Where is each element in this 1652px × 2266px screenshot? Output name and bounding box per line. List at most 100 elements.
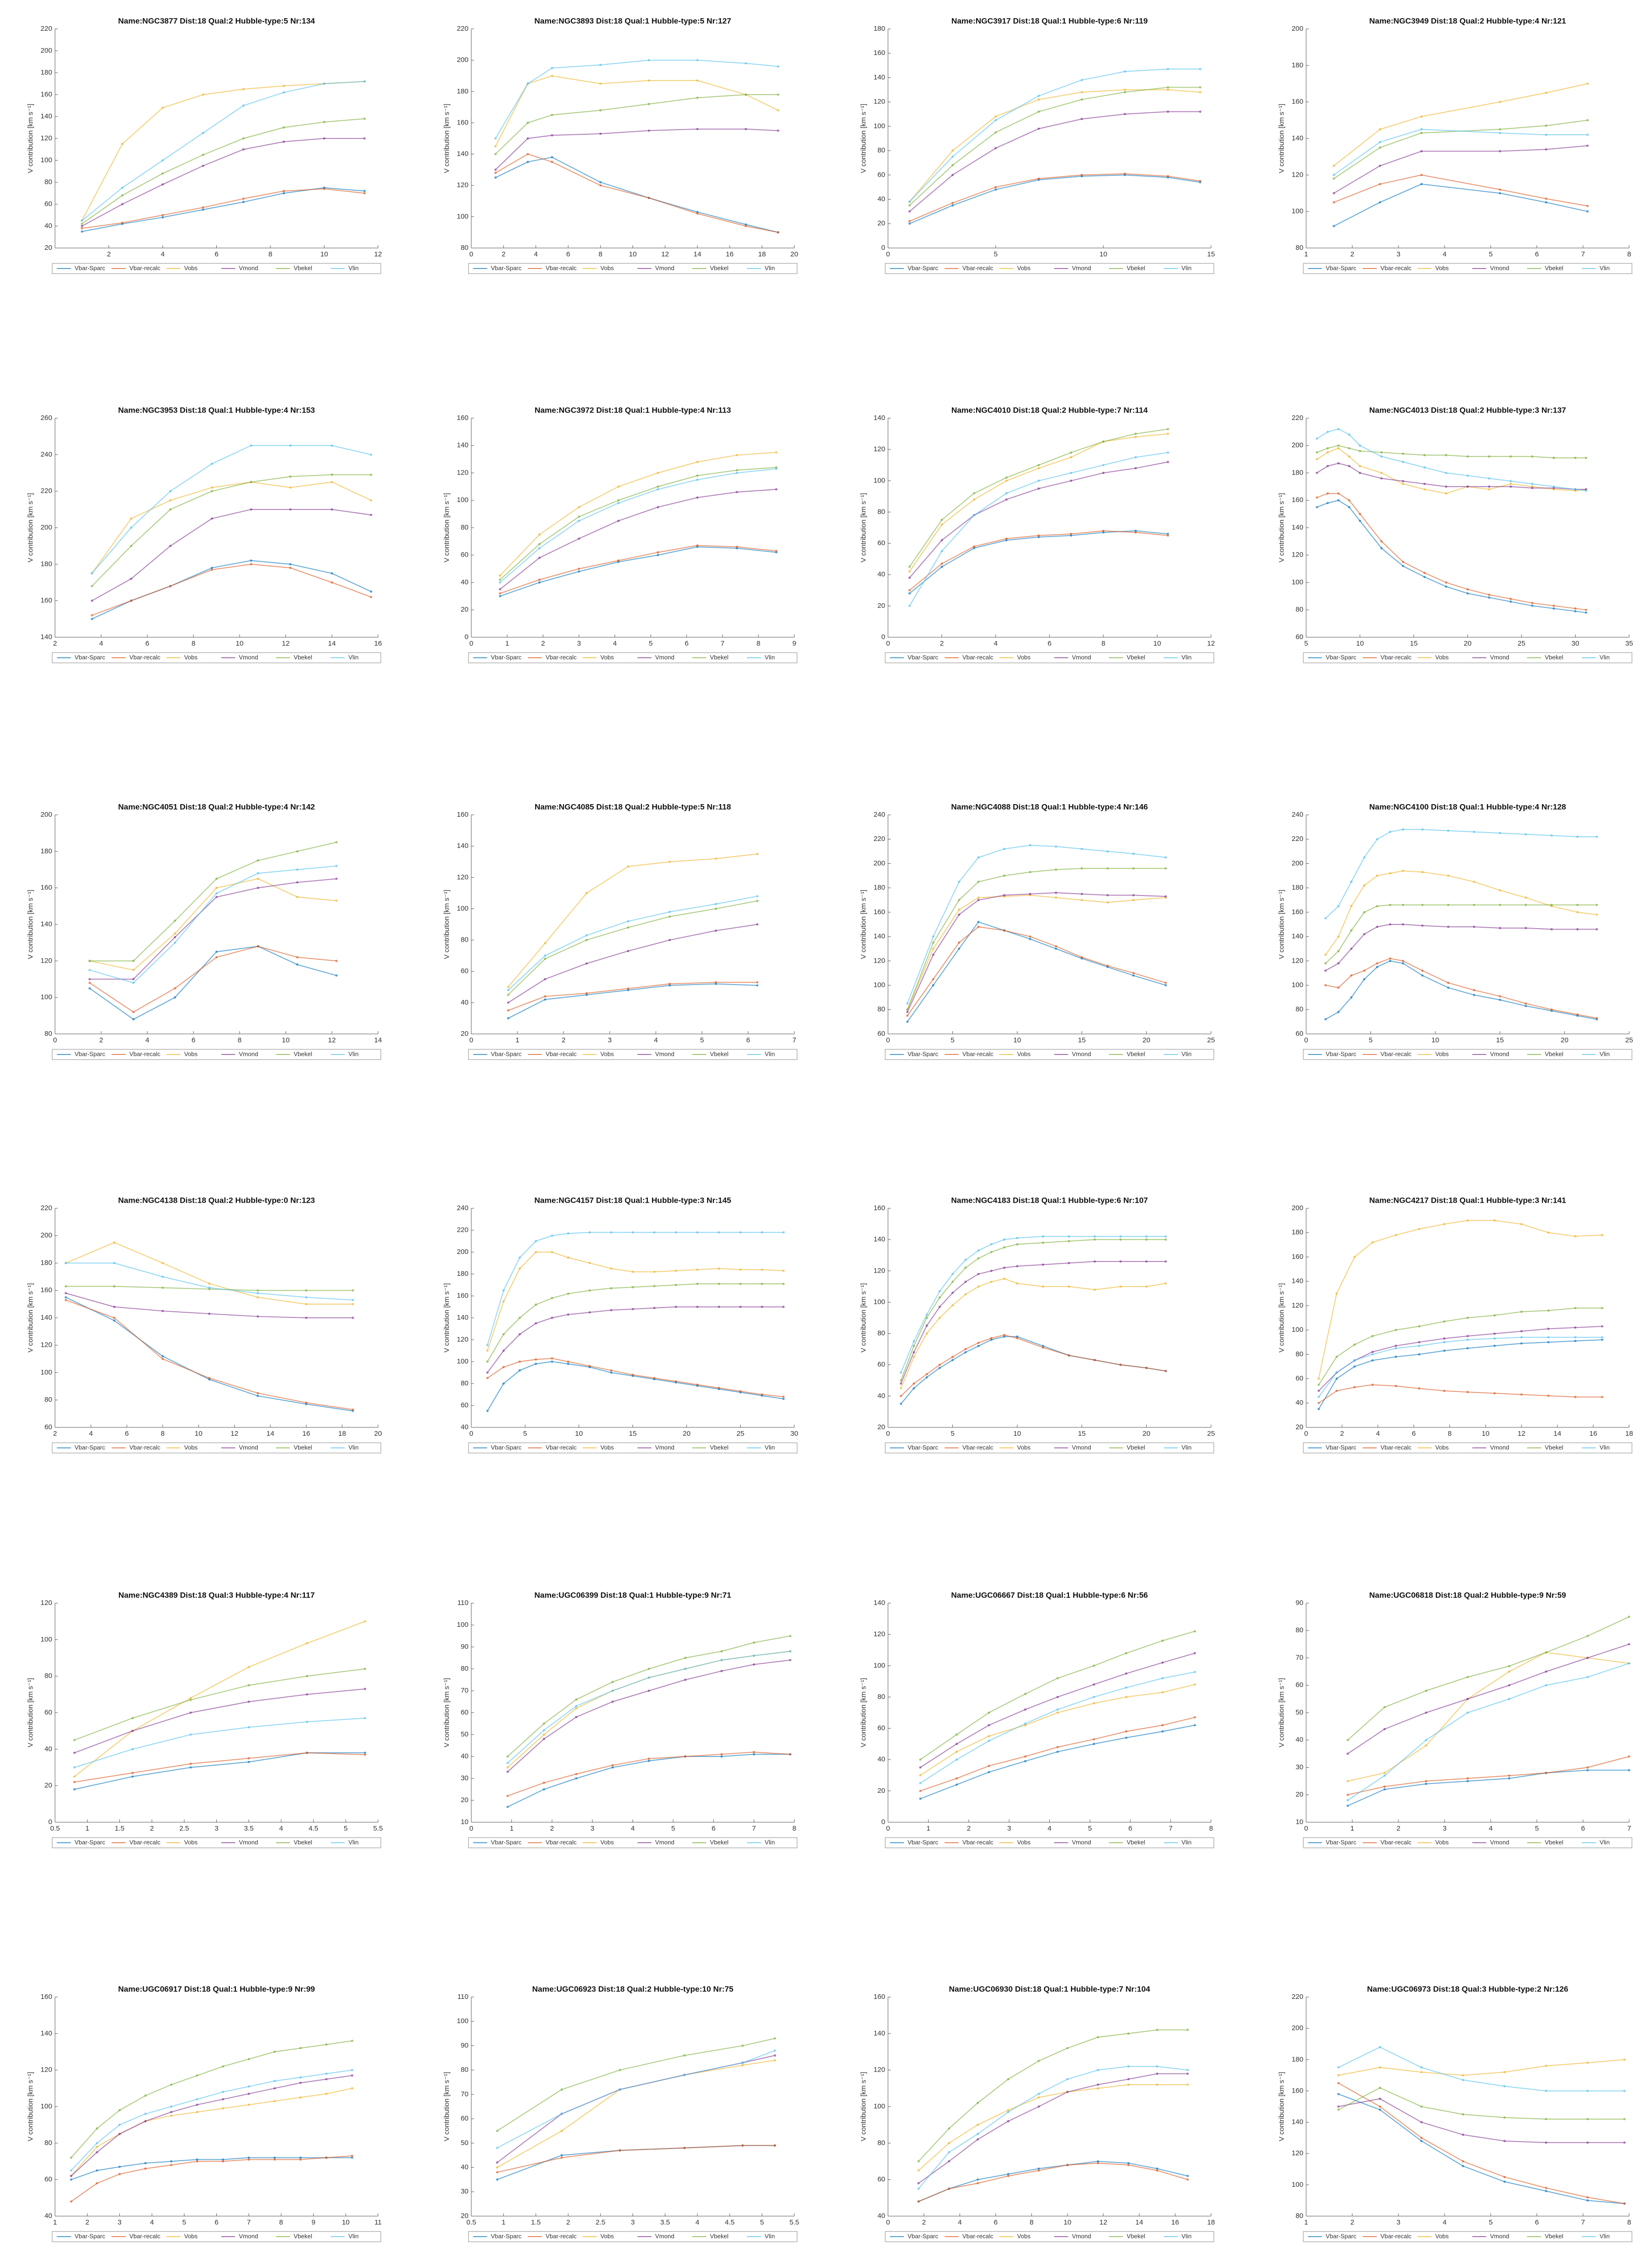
y-tick-label: 40 — [877, 571, 885, 579]
data-point — [1574, 1307, 1576, 1309]
data-point — [1545, 197, 1548, 200]
data-point — [1576, 911, 1579, 914]
data-point — [1493, 1314, 1496, 1317]
x-tick-label: 4 — [161, 250, 165, 258]
data-point — [189, 1697, 192, 1700]
x-tick-label: 1.5 — [115, 1825, 124, 1832]
data-point — [144, 2094, 147, 2097]
x-tick-label: 5 — [1535, 1825, 1539, 1832]
data-point — [1353, 1343, 1356, 1346]
data-point — [599, 83, 602, 85]
legend-label: Vbekel — [294, 654, 312, 661]
data-point — [507, 989, 509, 992]
y-tick-label: 120 — [41, 1341, 52, 1349]
x-tick-label: 12 — [661, 250, 669, 258]
x-tick-label: 5 — [1304, 640, 1308, 647]
data-point — [1445, 492, 1447, 495]
data-point — [335, 959, 338, 962]
data-point — [170, 2083, 172, 2086]
x-tick-label: 1 — [926, 1825, 930, 1832]
y-tick-label: 120 — [1292, 171, 1303, 179]
data-point — [736, 454, 738, 456]
y-tick-label: 110 — [457, 1993, 468, 2001]
series-line — [918, 2029, 1188, 2162]
data-point — [1466, 1219, 1469, 1222]
data-point — [215, 950, 218, 953]
data-point — [1070, 456, 1073, 459]
data-point — [1186, 2073, 1189, 2075]
legend-label: Vmond — [239, 654, 258, 661]
legend-label: Vobs — [1017, 264, 1031, 271]
data-point — [908, 592, 911, 595]
data-point — [1081, 173, 1083, 176]
data-point — [1094, 1260, 1096, 1263]
data-point — [551, 1316, 553, 1319]
data-point — [775, 550, 778, 552]
y-tick-label: 180 — [1292, 1228, 1303, 1236]
data-point — [335, 841, 338, 844]
data-point — [289, 486, 292, 489]
data-point — [1402, 869, 1404, 872]
data-point — [1601, 1307, 1604, 1309]
data-point — [130, 599, 132, 602]
data-point — [908, 576, 911, 579]
series-line — [74, 1621, 365, 1777]
data-point — [1371, 1384, 1374, 1386]
series-line — [499, 489, 777, 590]
data-point — [196, 2160, 199, 2163]
data-point — [364, 1753, 366, 1756]
legend-box — [468, 652, 798, 663]
data-point — [1586, 1657, 1589, 1659]
data-point — [1037, 487, 1040, 490]
y-tick-label: 160 — [1292, 2087, 1303, 2094]
data-point — [656, 488, 659, 491]
y-tick-label: 40 — [44, 1745, 52, 1753]
x-tick-label: 15 — [1078, 1036, 1086, 1044]
data-point — [273, 2100, 276, 2102]
data-point — [170, 2105, 172, 2108]
legend-label: Vmond — [655, 264, 675, 271]
subplot: Name:NGC3877 Dist:18 Qual:2 Hubble-type:… — [27, 16, 382, 274]
data-point — [242, 104, 245, 107]
y-tick-label: 80 — [1295, 2212, 1303, 2220]
data-point — [1199, 179, 1202, 182]
y-tick-label: 180 — [41, 1259, 52, 1267]
y-tick-label: 160 — [874, 908, 885, 916]
y-tick-label: 200 — [1292, 441, 1303, 449]
data-point — [1493, 1332, 1496, 1335]
data-point — [1024, 1755, 1027, 1758]
series-line — [907, 892, 1166, 1012]
data-point — [330, 572, 333, 575]
legend-label: Vbar-recalc — [130, 2232, 161, 2239]
series-line — [1325, 924, 1597, 971]
subplot: Name:UGC06917 Dist:18 Qual:1 Hubble-type… — [27, 1984, 382, 2242]
subplot: Name:NGC4088 Dist:18 Qual:1 Hubble-type:… — [860, 802, 1215, 1060]
data-point — [1167, 534, 1170, 537]
chart-title: Name:NGC3953 Dist:18 Qual:1 Hubble-type:… — [118, 406, 315, 414]
data-point — [1350, 996, 1353, 999]
data-point — [1005, 492, 1008, 495]
data-point — [756, 923, 759, 926]
data-point — [775, 451, 778, 454]
y-tick-label: 100 — [41, 1635, 52, 1643]
data-point — [1066, 2163, 1069, 2166]
x-tick-label: 3 — [1443, 1825, 1446, 1832]
data-point — [647, 59, 650, 62]
data-point — [1488, 596, 1491, 599]
data-point — [551, 1251, 553, 1254]
data-point — [925, 1324, 928, 1327]
legend-box — [468, 1442, 798, 1453]
x-tick-label: 7 — [1581, 2218, 1585, 2226]
y-tick-label: 80 — [461, 2066, 468, 2074]
legend-label: Vmond — [1072, 264, 1091, 271]
y-tick-label: 220 — [874, 835, 885, 843]
data-point — [955, 1743, 958, 1745]
y-axis-label: V contribution [km s⁻¹] — [860, 890, 867, 959]
legend-box — [52, 652, 381, 663]
legend-label: Vbar-recalc — [130, 654, 161, 661]
data-point — [289, 563, 292, 565]
data-point — [551, 160, 553, 163]
series-line — [1325, 958, 1597, 1019]
subplot: Name:NGC3917 Dist:18 Qual:1 Hubble-type:… — [860, 16, 1215, 274]
y-tick-label: 40 — [461, 999, 468, 1006]
